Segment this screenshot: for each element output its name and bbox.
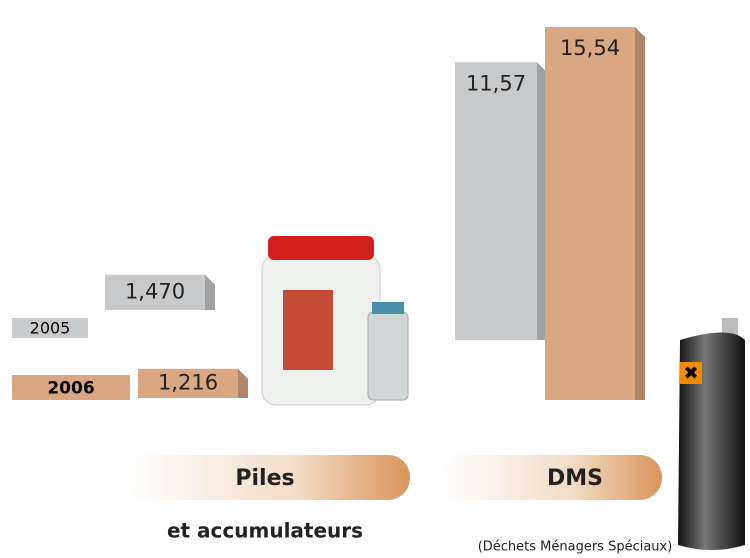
bar [455,62,547,340]
value-label: 1,216 [158,370,218,394]
bar-side [635,27,645,400]
chemical-can-image: ✖ [678,318,745,550]
legend-label: 2005 [30,319,71,338]
bar-face [545,27,635,400]
annotation: et accumulateurs [167,519,363,543]
bar-side [537,62,547,340]
bar-face [105,274,205,310]
value-label: 11,57 [466,71,526,95]
legend-swatch [12,318,88,338]
bar-side [205,274,215,310]
bar [138,368,248,398]
svg-text:✖: ✖ [683,363,698,384]
battery-jar-image [261,236,409,406]
category-pill [125,455,410,500]
bar-side [238,368,248,398]
bar-face [455,62,537,340]
legend-swatch [12,375,130,400]
bar [105,274,215,310]
legend-label: 2006 [47,379,94,399]
bar-face [138,368,238,398]
annotation: (Déchets Ménagers Spéciaux) [478,540,673,555]
value-label: 15,54 [560,36,620,60]
value-label: 1,470 [125,279,185,303]
bar [545,27,645,400]
category-label: Piles [235,466,294,491]
category-label: DMS [547,466,603,491]
category-pill [440,455,662,500]
